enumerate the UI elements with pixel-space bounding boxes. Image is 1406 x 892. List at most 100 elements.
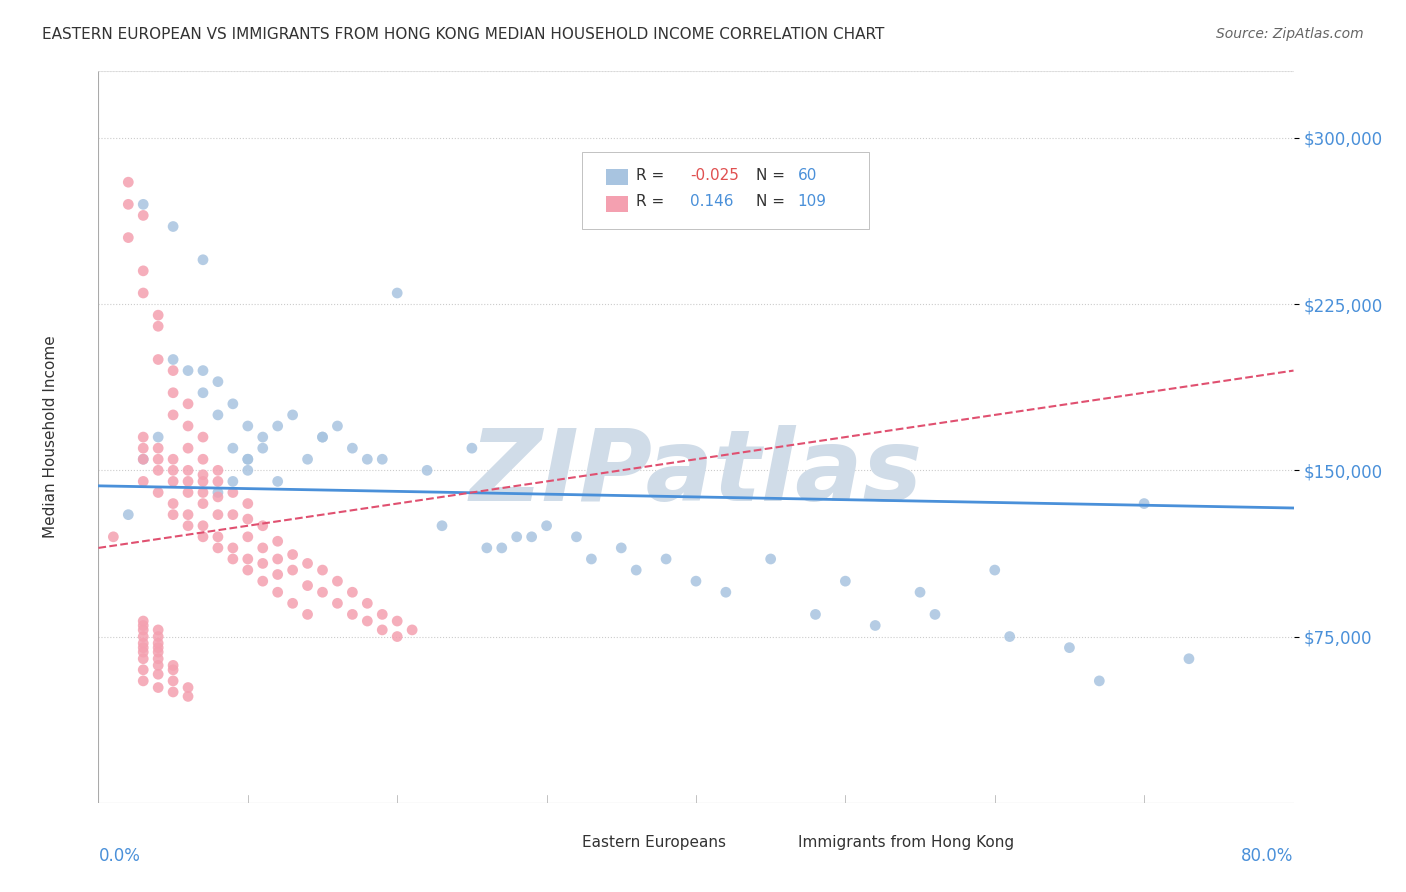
Point bbox=[236, 463, 259, 477]
Point bbox=[222, 508, 245, 522]
Text: 0.0%: 0.0% bbox=[98, 847, 141, 864]
Point bbox=[132, 285, 155, 300]
Point bbox=[148, 630, 170, 644]
Point bbox=[191, 518, 214, 533]
Point bbox=[714, 585, 737, 599]
Point bbox=[267, 585, 290, 599]
Point bbox=[252, 430, 274, 444]
Point bbox=[148, 452, 170, 467]
Point bbox=[191, 385, 214, 400]
Point bbox=[191, 452, 214, 467]
Point bbox=[924, 607, 946, 622]
Point bbox=[177, 508, 200, 522]
Point bbox=[297, 452, 319, 467]
Point bbox=[177, 363, 200, 377]
Point bbox=[162, 408, 184, 422]
Point bbox=[162, 475, 184, 489]
Text: Median Household Income: Median Household Income bbox=[44, 335, 58, 539]
Point bbox=[610, 541, 633, 555]
Point bbox=[162, 663, 184, 677]
Point bbox=[908, 585, 931, 599]
Point bbox=[132, 663, 155, 677]
Text: Eastern Europeans: Eastern Europeans bbox=[582, 835, 727, 850]
Point bbox=[581, 552, 603, 566]
Point bbox=[148, 645, 170, 659]
Point bbox=[148, 658, 170, 673]
Point bbox=[281, 596, 304, 610]
Point bbox=[162, 685, 184, 699]
Text: -0.025: -0.025 bbox=[690, 168, 740, 183]
Point bbox=[148, 636, 170, 650]
Text: ZIPatlas: ZIPatlas bbox=[470, 425, 922, 522]
Point bbox=[162, 673, 184, 688]
Point bbox=[132, 640, 155, 655]
Point bbox=[236, 452, 259, 467]
Text: 80.0%: 80.0% bbox=[1241, 847, 1294, 864]
Point bbox=[177, 518, 200, 533]
Point bbox=[132, 452, 155, 467]
Point bbox=[162, 385, 184, 400]
Point bbox=[252, 574, 274, 589]
Point bbox=[191, 497, 214, 511]
Point bbox=[132, 475, 155, 489]
Point bbox=[326, 419, 349, 434]
Bar bbox=[606, 169, 628, 185]
Text: R =: R = bbox=[636, 168, 669, 183]
Bar bbox=[553, 834, 574, 850]
Point bbox=[236, 419, 259, 434]
Point bbox=[117, 175, 139, 189]
Point bbox=[162, 352, 184, 367]
Point bbox=[132, 430, 155, 444]
Text: 109: 109 bbox=[797, 194, 827, 209]
Point bbox=[984, 563, 1007, 577]
Point bbox=[148, 623, 170, 637]
Point bbox=[148, 681, 170, 695]
Point bbox=[132, 673, 155, 688]
Bar bbox=[768, 834, 789, 850]
Point bbox=[356, 614, 378, 628]
Point bbox=[222, 441, 245, 455]
Point bbox=[491, 541, 513, 555]
Point bbox=[132, 197, 155, 211]
Point bbox=[536, 518, 558, 533]
Point bbox=[342, 585, 364, 599]
Point bbox=[1059, 640, 1081, 655]
Point bbox=[148, 463, 170, 477]
Point bbox=[506, 530, 529, 544]
Point bbox=[311, 430, 333, 444]
Point bbox=[236, 452, 259, 467]
Point bbox=[162, 452, 184, 467]
Point bbox=[297, 578, 319, 592]
Point bbox=[222, 475, 245, 489]
Point bbox=[207, 530, 229, 544]
FancyBboxPatch shape bbox=[582, 152, 869, 228]
Point bbox=[416, 463, 439, 477]
Point bbox=[177, 419, 200, 434]
Point bbox=[177, 681, 200, 695]
Point bbox=[326, 596, 349, 610]
Point bbox=[326, 574, 349, 589]
Point bbox=[132, 264, 155, 278]
Point bbox=[132, 614, 155, 628]
Point bbox=[191, 467, 214, 482]
Point bbox=[191, 252, 214, 267]
Text: N =: N = bbox=[756, 168, 790, 183]
Point bbox=[267, 475, 290, 489]
Point bbox=[177, 441, 200, 455]
Point bbox=[385, 630, 409, 644]
Point bbox=[252, 541, 274, 555]
Point bbox=[371, 452, 394, 467]
Point bbox=[342, 441, 364, 455]
Point bbox=[371, 607, 394, 622]
Point bbox=[685, 574, 707, 589]
Text: Immigrants from Hong Kong: Immigrants from Hong Kong bbox=[797, 835, 1014, 850]
Point bbox=[162, 497, 184, 511]
Point bbox=[222, 552, 245, 566]
Point bbox=[281, 408, 304, 422]
Text: R =: R = bbox=[636, 194, 669, 209]
Point bbox=[132, 618, 155, 632]
Point bbox=[222, 397, 245, 411]
Point bbox=[132, 630, 155, 644]
Point bbox=[998, 630, 1021, 644]
Point bbox=[267, 552, 290, 566]
